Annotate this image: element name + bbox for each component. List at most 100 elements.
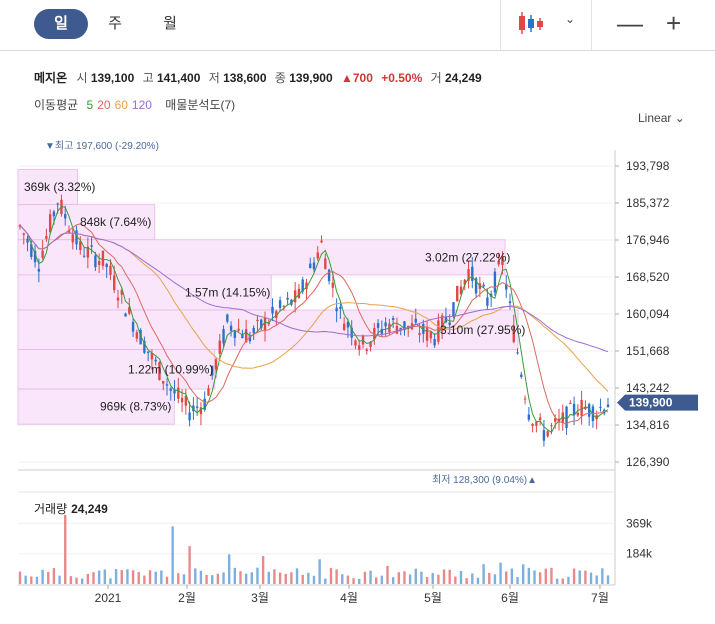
- tab-week[interactable]: 주: [108, 15, 122, 32]
- volume-bar: [454, 576, 457, 584]
- candle: [233, 331, 237, 338]
- candle: [162, 381, 165, 384]
- volume-bar: [227, 554, 231, 584]
- candle: [64, 214, 67, 219]
- volume-bar: [471, 573, 474, 584]
- volume-bar: [24, 575, 27, 584]
- volume-bar: [380, 575, 384, 584]
- candle: [116, 297, 120, 301]
- candle: [143, 340, 146, 353]
- candle: [86, 246, 90, 258]
- candle: [244, 329, 248, 343]
- candle: [297, 288, 301, 298]
- volume-bar: [295, 568, 299, 584]
- candle: [33, 250, 37, 263]
- candle: [305, 282, 308, 290]
- volume-bar: [437, 574, 440, 584]
- ma-120: 120: [131, 98, 152, 112]
- tab-day[interactable]: 일: [34, 9, 88, 39]
- y-tick-label: 151,668: [626, 344, 670, 358]
- volume-bar: [318, 559, 321, 584]
- candle: [150, 353, 154, 360]
- volume-profile-label: 3.02m (27.22%): [425, 250, 510, 264]
- ma-label[interactable]: 이동평균: [34, 98, 79, 112]
- volume-bar: [131, 570, 135, 584]
- candle: [542, 430, 546, 441]
- volume-bar: [595, 575, 598, 584]
- close-value: 139,900: [289, 71, 333, 85]
- volume-bar: [369, 570, 372, 584]
- candle: [256, 319, 259, 322]
- volume-bar: [239, 571, 242, 584]
- candle: [569, 403, 572, 405]
- candle: [252, 327, 255, 334]
- candle: [437, 320, 440, 342]
- volume-bar: [442, 569, 446, 584]
- open-value: 139,100: [90, 71, 135, 85]
- candle: [101, 250, 105, 266]
- candle: [350, 327, 353, 338]
- volume-bar: [290, 572, 293, 584]
- change-percent: +0.50%: [381, 71, 423, 85]
- volume-bar: [109, 578, 112, 584]
- volume-bar: [358, 578, 361, 584]
- volume-bar: [47, 571, 50, 584]
- zoom-in-button[interactable]: +: [666, 8, 682, 38]
- candle: [365, 349, 368, 351]
- scale-label: Linear: [638, 111, 672, 125]
- volume-bar: [148, 570, 152, 584]
- candlestick-icon[interactable]: [516, 10, 546, 38]
- toolbar-divider: [591, 0, 592, 50]
- stock-name: 메지온: [34, 71, 68, 85]
- candle: [433, 338, 436, 346]
- candle: [169, 388, 172, 391]
- candle: [452, 302, 455, 317]
- volume-profile-label: 1.57m (14.15%): [185, 285, 270, 299]
- volume-bar: [199, 570, 203, 584]
- candle: [565, 406, 568, 429]
- candle: [37, 268, 41, 272]
- chevron-down-icon[interactable]: ⌄: [565, 12, 576, 26]
- volume-bar: [561, 578, 564, 584]
- scale-selector[interactable]: Linear ⌄: [638, 111, 685, 125]
- volume-bar: [544, 568, 548, 584]
- volume-bar: [493, 574, 497, 584]
- tab-month[interactable]: 월: [163, 15, 177, 32]
- candle: [538, 417, 542, 421]
- candle: [561, 412, 564, 423]
- volume-bar: [505, 571, 508, 584]
- candle: [237, 328, 240, 331]
- candle: [471, 266, 474, 281]
- volume-bar: [273, 569, 276, 584]
- volume-bar: [363, 571, 367, 584]
- candle: [275, 311, 278, 318]
- candle: [572, 403, 576, 415]
- zoom-out-button[interactable]: —: [617, 8, 643, 38]
- candle: [422, 323, 425, 334]
- volume-profile-band: [17, 169, 78, 206]
- candle: [120, 290, 123, 295]
- candle: [425, 326, 429, 341]
- volume-bar: [459, 571, 463, 584]
- candle: [90, 245, 93, 247]
- candle: [199, 407, 203, 415]
- volume-bar: [211, 575, 214, 584]
- candle: [508, 301, 512, 304]
- volume-bar: [352, 578, 355, 584]
- candle: [312, 262, 316, 270]
- analysis-label[interactable]: 매물분석도(7): [165, 98, 236, 112]
- volume-bar: [97, 570, 101, 584]
- volume-bar: [341, 574, 344, 584]
- candle: [501, 257, 504, 266]
- toolbar-divider: [500, 0, 501, 50]
- volume-bar: [403, 571, 406, 584]
- volume-bar: [538, 572, 542, 584]
- candle: [354, 340, 357, 346]
- volume-bar: [194, 568, 197, 584]
- volume-bar: [374, 577, 378, 584]
- volume-bar: [160, 570, 163, 584]
- candle: [241, 334, 244, 339]
- candle: [154, 359, 157, 362]
- candle: [546, 431, 549, 437]
